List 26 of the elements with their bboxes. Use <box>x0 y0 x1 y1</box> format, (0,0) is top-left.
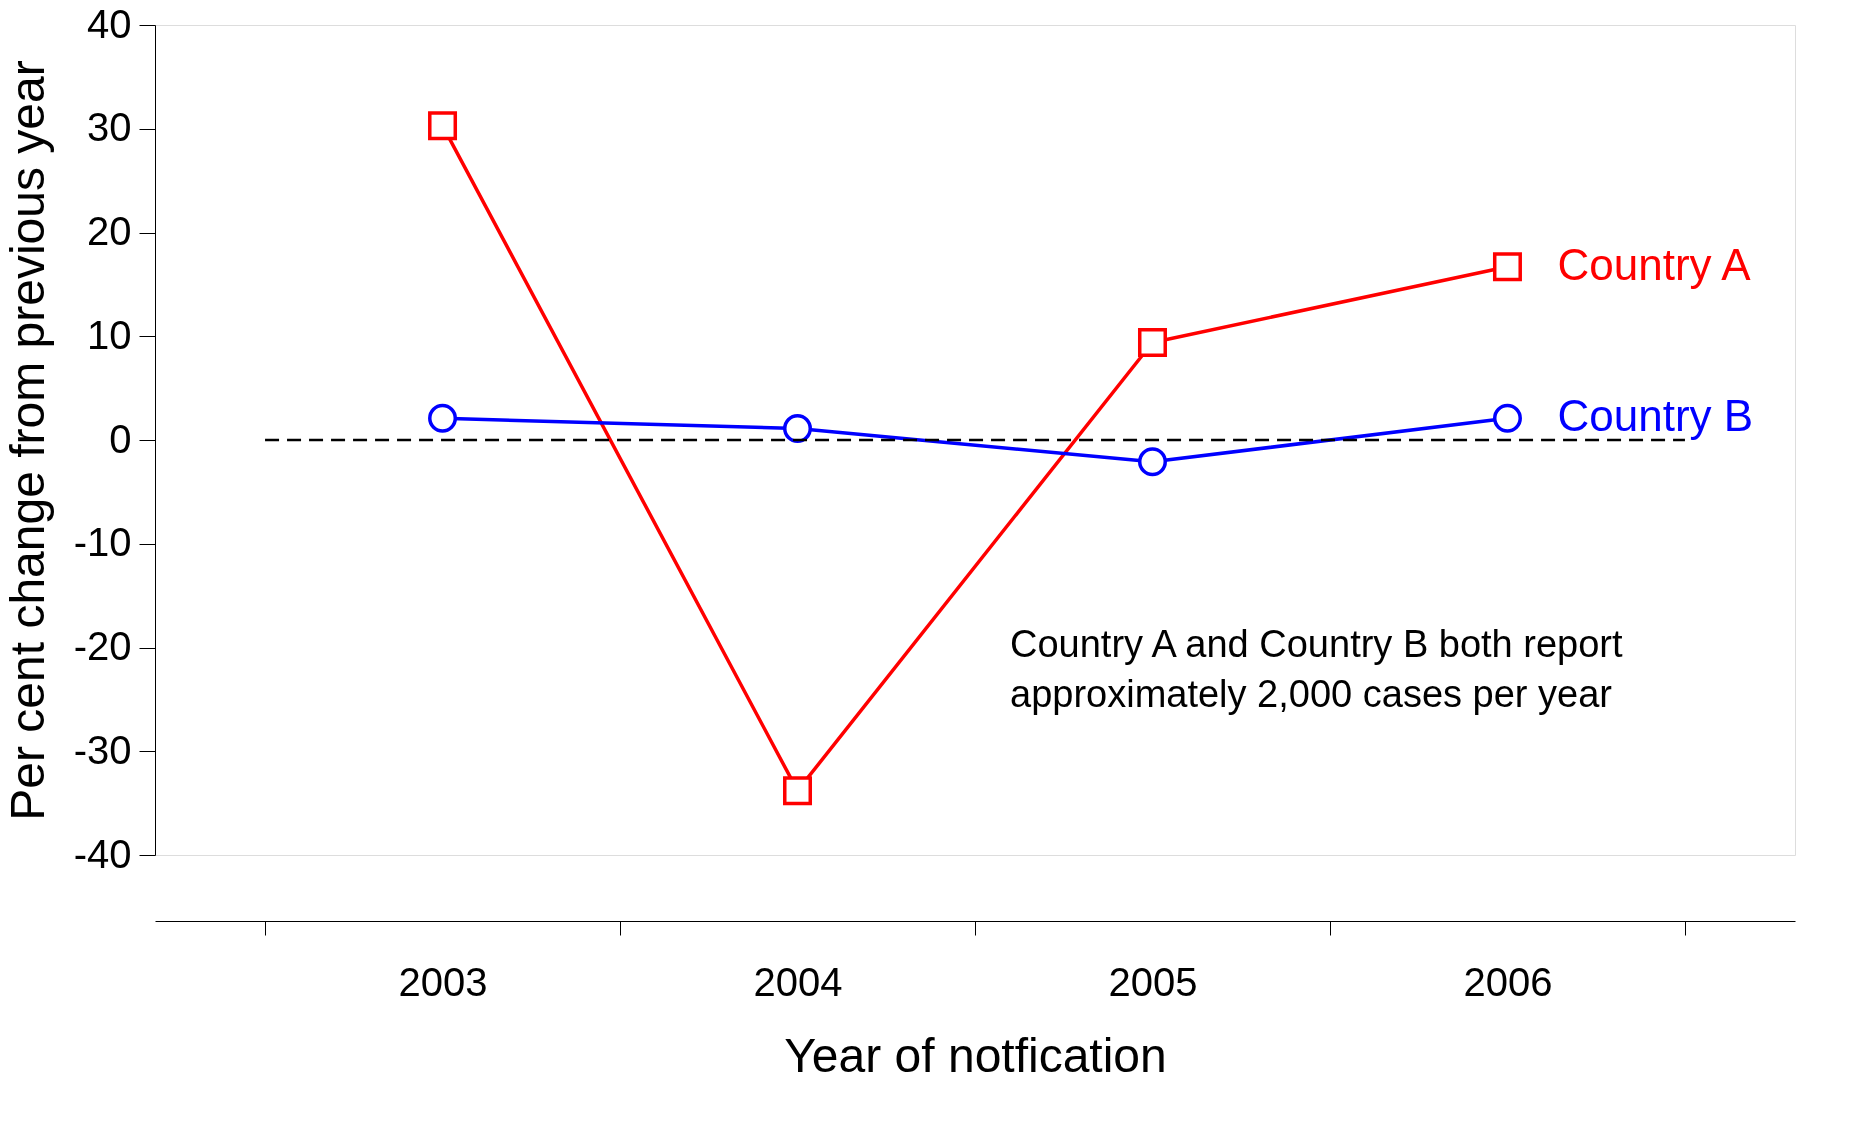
point <box>783 414 813 444</box>
y-tick-label: 20 <box>87 209 132 253</box>
y-tick-label: -40 <box>73 831 132 876</box>
point <box>1492 252 1522 282</box>
y-tick-label: -10 <box>73 520 132 565</box>
x-tick-label: 2004 <box>753 959 843 1004</box>
point <box>428 403 458 433</box>
point <box>1137 327 1167 357</box>
point <box>1492 403 1522 433</box>
point <box>1137 447 1167 477</box>
y-tick-label: 0 <box>109 416 132 461</box>
y-tick-label: 10 <box>87 312 132 357</box>
y-tick-label: 40 <box>87 1 132 46</box>
x-tick-label: 2003 <box>398 959 488 1004</box>
annotation: Country A and Country B both report approximately 2,000 cases per year <box>1010 622 1624 715</box>
point <box>783 776 813 806</box>
y-tick-label: 30 <box>87 105 132 150</box>
x-axis-title: Year of notfication <box>784 1028 1167 1082</box>
y-axis-title: Per cent change from previous year <box>0 60 54 821</box>
x-tick-label: 2005 <box>1108 959 1198 1004</box>
series-label: Country A <box>1557 239 1752 289</box>
x-tick-label: 2006 <box>1463 959 1553 1004</box>
series-label: Country B <box>1557 391 1754 441</box>
y-tick-label: -30 <box>73 727 132 772</box>
point <box>428 111 458 141</box>
y-tick-label: -20 <box>73 624 132 668</box>
